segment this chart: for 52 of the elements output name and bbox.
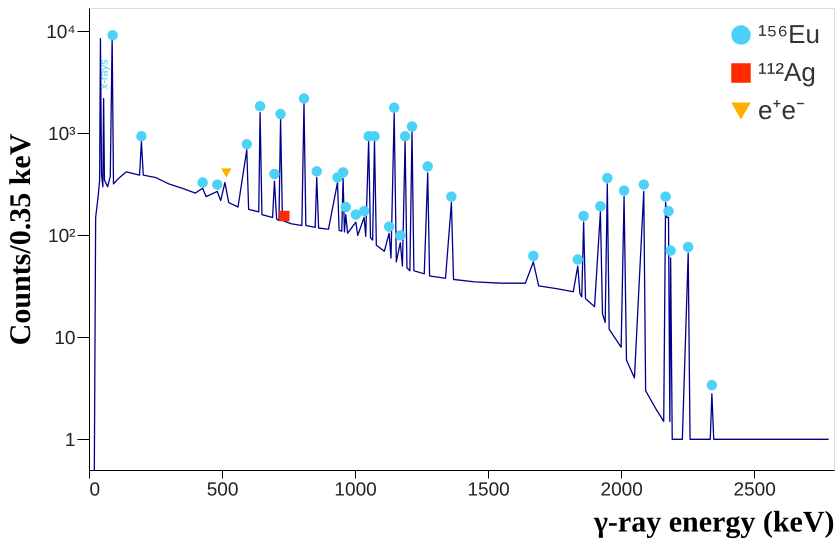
x-tick-label: 2000 — [600, 480, 643, 500]
point — [618, 185, 630, 196]
point — [395, 230, 406, 241]
point — [602, 172, 613, 184]
point — [136, 130, 147, 142]
point — [660, 191, 671, 202]
point — [595, 201, 606, 212]
point — [242, 138, 252, 150]
point — [578, 210, 589, 222]
point — [358, 206, 370, 216]
x-axis-title: γ-ray energy (keV) — [592, 506, 834, 538]
point — [350, 209, 362, 220]
y-tick-label: 10 — [54, 328, 76, 349]
point — [338, 167, 348, 178]
point — [682, 242, 694, 252]
point — [254, 100, 266, 112]
legend-label: ¹⁵⁶Eu — [758, 19, 820, 49]
point — [298, 93, 310, 104]
point — [107, 30, 118, 40]
point — [340, 202, 352, 212]
annotation: x-rays — [98, 58, 111, 90]
point — [312, 166, 322, 177]
x-tick-label: 2500 — [734, 480, 776, 500]
point — [406, 121, 418, 132]
point — [384, 221, 394, 232]
y-tick-label: 10² — [48, 226, 76, 247]
y-tick-label: 1 — [64, 430, 76, 451]
point — [221, 168, 232, 178]
point — [269, 168, 280, 180]
point — [528, 250, 539, 262]
point — [663, 206, 674, 216]
y-tick-label: 10³ — [48, 124, 76, 145]
legend-label: e⁺e⁻ — [758, 95, 805, 125]
point — [197, 177, 208, 188]
point — [275, 108, 286, 120]
x-tick-label: 1500 — [467, 480, 510, 500]
point — [572, 254, 584, 265]
point — [279, 210, 290, 222]
point — [212, 179, 222, 190]
point — [706, 380, 718, 390]
x-tick-label: 1000 — [334, 480, 377, 500]
point — [422, 161, 433, 172]
point — [388, 102, 400, 113]
point — [665, 245, 676, 256]
legend-label: ¹¹²Ag — [758, 57, 816, 87]
y-tick-label: 10⁴ — [46, 22, 76, 43]
point — [446, 191, 457, 202]
x-tick-label: 500 — [206, 480, 238, 500]
point — [638, 179, 650, 190]
y-axis-title: Counts/0.35 keV — [4, 133, 38, 346]
x-tick-label: 0 — [90, 480, 100, 500]
point — [400, 130, 410, 142]
